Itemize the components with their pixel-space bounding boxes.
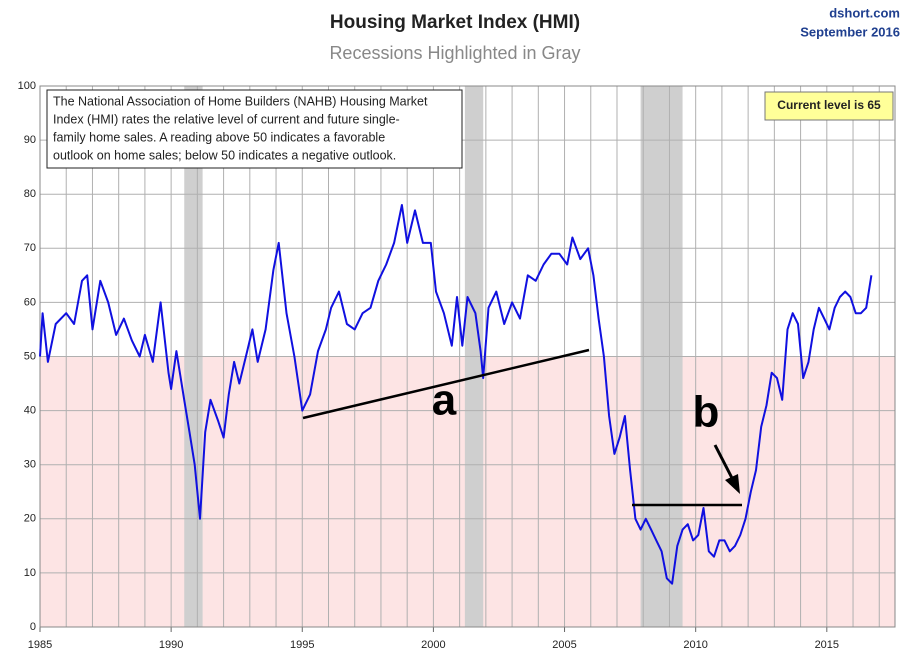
series-line (39, 204, 873, 585)
note-line: The National Association of Home Builder… (53, 94, 428, 108)
x-tick-label: 1985 (28, 639, 52, 651)
note-line: outlook on home sales; below 50 indicate… (53, 148, 396, 162)
note-box (46, 89, 463, 169)
y-tick-label: 40 (24, 405, 36, 417)
arrow-shaft (713, 444, 735, 481)
callout-box (764, 91, 894, 121)
y-tick-label: 10 (24, 567, 36, 579)
y-tick-label: 50 (24, 350, 36, 362)
callout: Current level is 65 (777, 98, 881, 112)
note-line: family home sales. A reading above 50 in… (53, 130, 385, 144)
annotation-b: b (693, 388, 720, 437)
date: September 2016 (800, 24, 900, 39)
y-tick-label: 0 (30, 621, 36, 633)
y-tick-label: 100 (18, 80, 36, 92)
chart-subtitle: Recessions Highlighted in Gray (329, 43, 580, 63)
y-tick-label: 80 (24, 188, 36, 200)
arrow-head (725, 474, 740, 494)
x-tick-label: 2000 (421, 639, 445, 651)
y-tick-label: 70 (24, 242, 36, 254)
y-tick-label: 60 (24, 296, 36, 308)
note-line: Index (HMI) rates the relative level of … (53, 112, 400, 126)
plot-area: 0 10 20 30 40 50 60 70 80 90 100 1985 1990 1995 2000 20… (18, 80, 896, 651)
x-tick-label: 1990 (159, 639, 183, 651)
y-tick-label: 90 (24, 134, 36, 146)
y-tick-label: 30 (24, 459, 36, 471)
x-tick-label: 1995 (290, 639, 314, 651)
chart-title: Housing Market Index (HMI) (330, 12, 580, 33)
x-tick-label: 2010 (683, 639, 707, 651)
x-tick-label: 2005 (552, 639, 576, 651)
y-tick-label: 20 (24, 513, 36, 525)
x-tick-label: 2015 (815, 639, 839, 651)
source: dshort.com (829, 5, 900, 20)
trend-line-a (302, 348, 590, 420)
annotation-a: a (432, 376, 457, 425)
